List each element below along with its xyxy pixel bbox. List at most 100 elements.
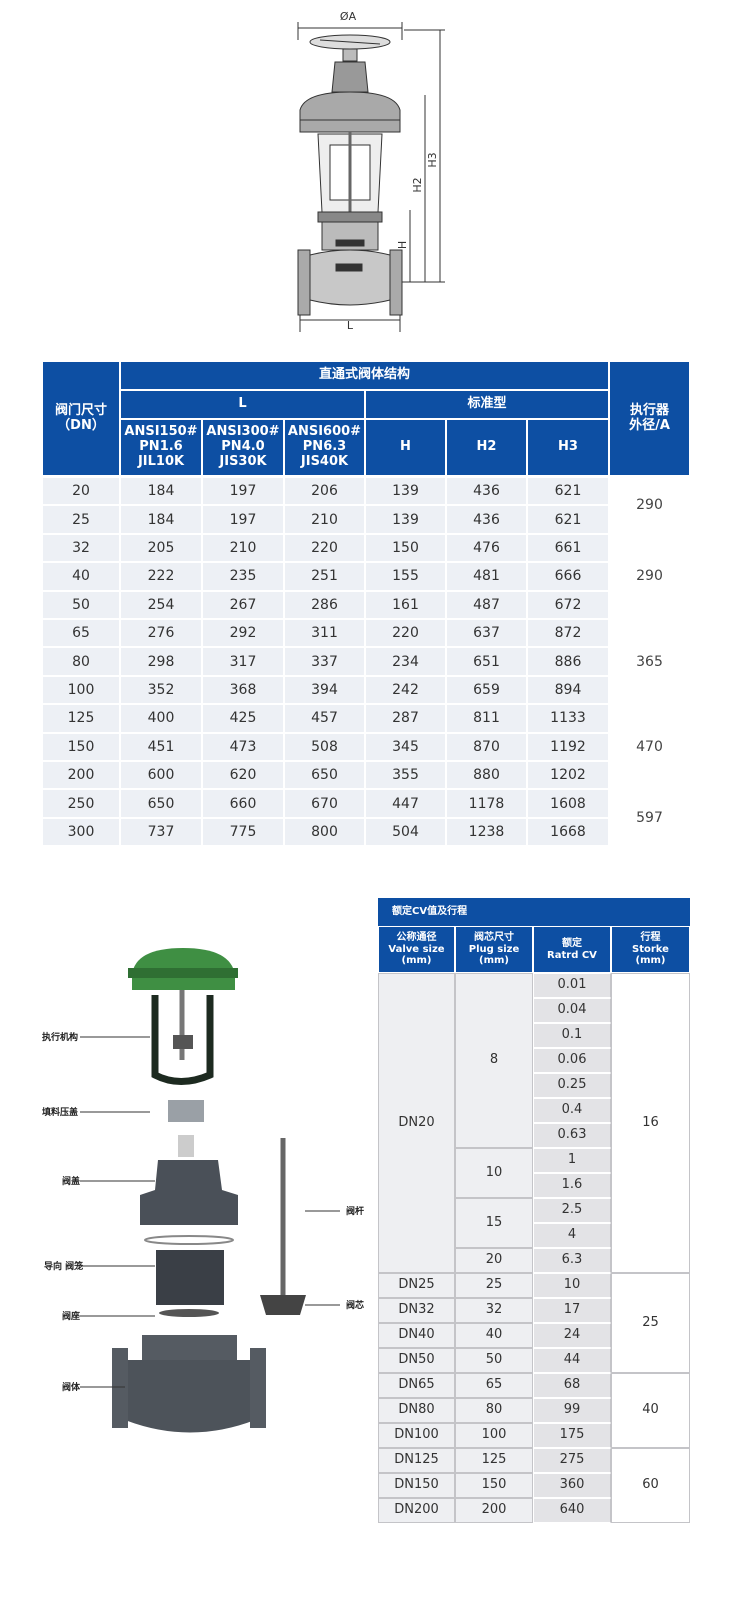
h-label: H bbox=[396, 241, 409, 249]
cell-text: 1608 bbox=[550, 795, 586, 812]
table-cell: 1668 bbox=[528, 818, 608, 846]
table-cell: 25 bbox=[43, 506, 119, 533]
table-cell: DN125 bbox=[378, 1448, 455, 1473]
cell-text: 80 bbox=[485, 1402, 503, 1418]
cell-text: 661 bbox=[554, 539, 582, 556]
cell-text: 286 bbox=[311, 596, 338, 613]
table-cell: 10 bbox=[533, 1273, 611, 1298]
table-cell: 206 bbox=[285, 478, 364, 505]
cell-text: 17 bbox=[563, 1302, 581, 1318]
cell-text: Valve size bbox=[388, 943, 445, 955]
cell-text: 300 bbox=[67, 823, 95, 840]
table-cell: 880 bbox=[447, 762, 526, 789]
table-cell: 155 bbox=[366, 563, 445, 590]
cell-text: Storke bbox=[632, 943, 669, 955]
table-cell: 597 bbox=[610, 789, 689, 847]
cell-text: DN65 bbox=[398, 1377, 435, 1393]
cell-text: 290 bbox=[636, 497, 663, 514]
table-cell: 0.63 bbox=[533, 1123, 611, 1148]
table-cell: 197 bbox=[203, 478, 283, 505]
cell-text: Plug size bbox=[468, 943, 520, 955]
cell-text: 外径/A bbox=[629, 417, 670, 433]
table-cell: 365 bbox=[610, 619, 689, 705]
table-cell: 2.5 bbox=[533, 1198, 611, 1223]
table-cell: 65 bbox=[455, 1373, 533, 1398]
table-cell: 345 bbox=[366, 733, 445, 760]
cell-text: 290 bbox=[636, 568, 663, 585]
table-cell: 666 bbox=[528, 563, 608, 590]
cell-text: 100 bbox=[481, 1427, 507, 1443]
cell-text: 6.3 bbox=[561, 1252, 583, 1268]
cell-text: 660 bbox=[229, 795, 257, 812]
cell-text: 210 bbox=[229, 539, 257, 556]
table-cell: 220 bbox=[366, 620, 445, 647]
table-cell: 352 bbox=[121, 676, 201, 704]
cell-text: 50 bbox=[485, 1352, 503, 1368]
cell-text: 670 bbox=[311, 795, 338, 812]
table-cell: 394 bbox=[285, 676, 364, 704]
cell-text: 267 bbox=[229, 596, 257, 613]
table-cell: 20 bbox=[43, 478, 119, 505]
table-cell: 65 bbox=[43, 620, 119, 647]
table-cell: 1178 bbox=[447, 790, 526, 817]
cell-text: 150 bbox=[392, 539, 419, 556]
table-cell: DN40 bbox=[378, 1323, 455, 1348]
table-cell: 286 bbox=[285, 591, 364, 618]
table-cell: 659 bbox=[447, 676, 526, 704]
cell-text: L bbox=[238, 396, 247, 412]
cell-text: 直通式阀体结构 bbox=[318, 367, 410, 383]
cell-text: 800 bbox=[311, 823, 338, 840]
cell-text: 额定 bbox=[562, 938, 582, 949]
part-label: 阀盖 bbox=[62, 1175, 80, 1187]
part-label: 导向 阀笼 bbox=[44, 1260, 83, 1272]
cell-text: 880 bbox=[473, 767, 500, 784]
table-cell: 125 bbox=[455, 1448, 533, 1473]
cell-text: 436 bbox=[473, 511, 500, 528]
cell-text: H bbox=[400, 439, 411, 455]
cell-text: 337 bbox=[311, 653, 338, 670]
cell-text: 197 bbox=[229, 483, 257, 500]
table-cell: 436 bbox=[447, 506, 526, 533]
table-cell: 290 bbox=[610, 533, 689, 619]
header-cell: ANSI300# PN4.0 JIS30K bbox=[203, 420, 283, 475]
cell-text: ANSI600# bbox=[287, 424, 362, 440]
table-cell: 254 bbox=[121, 591, 201, 618]
table-cell: DN25 bbox=[378, 1273, 455, 1298]
cell-text: 352 bbox=[147, 681, 175, 698]
table-cell: 1608 bbox=[528, 790, 608, 817]
cell-text: 621 bbox=[554, 483, 582, 500]
cell-text: 400 bbox=[147, 710, 175, 727]
table-cell: 20 bbox=[455, 1248, 533, 1273]
cell-text: 公称通径 bbox=[396, 932, 437, 944]
table-cell: 660 bbox=[203, 790, 283, 817]
cell-text: 184 bbox=[147, 511, 175, 528]
table-cell: 40 bbox=[455, 1323, 533, 1348]
cell-text: 620 bbox=[229, 767, 257, 784]
cell-text: 220 bbox=[311, 539, 338, 556]
cell-text: 32 bbox=[72, 539, 90, 556]
table-cell: 894 bbox=[528, 676, 608, 704]
table-cell: 775 bbox=[203, 818, 283, 846]
cell-text: 0.4 bbox=[561, 1102, 583, 1118]
cell-text: 234 bbox=[392, 653, 419, 670]
cell-text: 65 bbox=[72, 625, 90, 642]
cell-text: 447 bbox=[392, 795, 419, 812]
table-cell: 311 bbox=[285, 620, 364, 647]
cell-text: 20 bbox=[72, 483, 90, 500]
cell-text: 155 bbox=[392, 568, 419, 585]
table-cell: 292 bbox=[203, 620, 283, 647]
cell-text: 10 bbox=[563, 1277, 581, 1293]
header-cell: L bbox=[121, 391, 364, 418]
table-cell: DN100 bbox=[378, 1423, 455, 1448]
cell-text: DN40 bbox=[398, 1327, 435, 1343]
cell-text: 60 bbox=[642, 1477, 659, 1493]
table-title: 额定CV值及行程 bbox=[378, 898, 690, 926]
cell-text: 40 bbox=[72, 568, 90, 585]
table-cell: 287 bbox=[366, 705, 445, 732]
table-cell: 368 bbox=[203, 676, 283, 704]
table-cell: 650 bbox=[121, 790, 201, 817]
cell-text: 394 bbox=[311, 681, 338, 698]
header-cell: 直通式阀体结构 bbox=[121, 362, 608, 389]
table-cell: 125 bbox=[43, 705, 119, 732]
cell-text: 161 bbox=[392, 596, 419, 613]
